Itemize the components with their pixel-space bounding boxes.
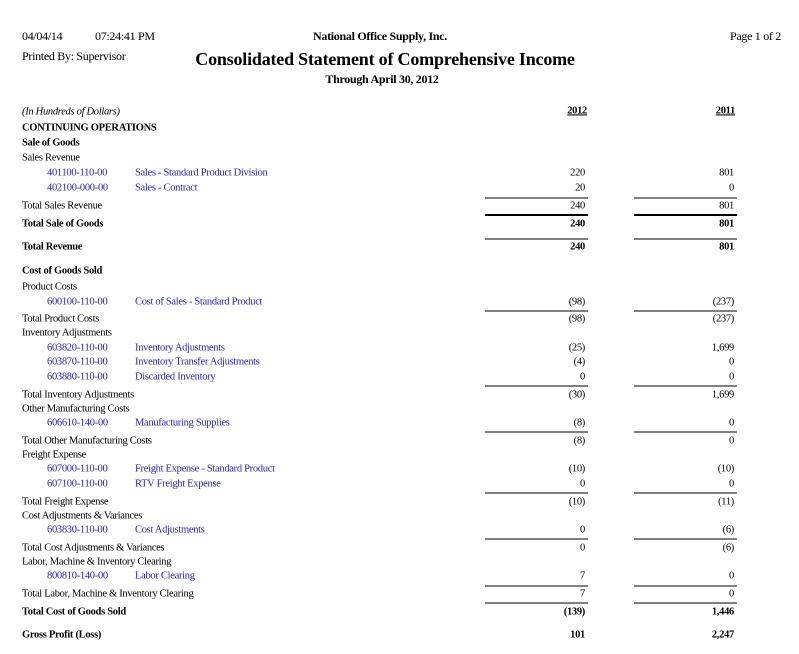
row-label: Total Sales Revenue xyxy=(22,200,103,211)
amount: 101 xyxy=(570,629,585,640)
amount: 0 xyxy=(729,417,734,428)
amount: (237) xyxy=(713,296,735,307)
amount: 0 xyxy=(580,371,585,382)
amount: 0 xyxy=(580,478,585,489)
row-label: Total Cost Adjustments & Variances xyxy=(22,542,164,553)
amount: 2,247 xyxy=(712,629,734,640)
account-number: 603870-110-00 xyxy=(47,356,108,367)
section-label: Gross Profit (Loss) xyxy=(22,629,102,640)
account-description: Inventory Adjustments xyxy=(135,342,225,353)
section-label: Total Sale of Goods xyxy=(22,218,103,229)
account-number: 603880-110-00 xyxy=(47,371,108,382)
amount: 0 xyxy=(580,524,585,535)
row-label: Product Costs xyxy=(22,281,77,292)
account-description: Freight Expense - Standard Product xyxy=(135,463,275,474)
row-label: Total Freight Expense xyxy=(22,496,109,507)
amount: 0 xyxy=(729,588,734,599)
amount: 801 xyxy=(719,241,734,252)
account-description: Sales - Contract xyxy=(135,182,198,193)
row-label: Total Labor, Machine & Inventory Clearin… xyxy=(22,588,194,599)
account-number: 606610-140-00 xyxy=(47,417,108,428)
section-label: Total Revenue xyxy=(22,241,83,252)
amount: 7 xyxy=(580,588,585,599)
amount: 0 xyxy=(729,570,734,581)
account-number: 603820-110-00 xyxy=(47,342,108,353)
printed-by: Printed By: Supervisor xyxy=(22,49,126,63)
row-label: Other Manufacturing Costs xyxy=(22,403,130,414)
print-date: 04/04/14 xyxy=(22,29,63,43)
amount: (10) xyxy=(718,463,735,474)
amount: (30) xyxy=(569,389,586,400)
amount: (4) xyxy=(574,356,586,367)
page-number: Page 1 of 2 xyxy=(730,29,781,43)
amount: 1,699 xyxy=(712,342,734,353)
amount: (6) xyxy=(723,542,735,553)
amount: 0 xyxy=(729,356,734,367)
amount: (98) xyxy=(569,296,586,307)
amount: (10) xyxy=(569,463,586,474)
account-number: 607100-110-00 xyxy=(47,478,108,489)
row-label: Freight Expense xyxy=(22,449,87,460)
amount: 1,446 xyxy=(712,606,734,617)
account-number: 603830-110-00 xyxy=(47,524,108,535)
report-title: Consolidated Statement of Comprehensive … xyxy=(195,49,575,69)
account-description: RTV Freight Expense xyxy=(135,478,221,489)
units: (In Hundreds of Dollars) xyxy=(22,106,121,117)
amount: (139) xyxy=(564,606,586,617)
amount: 1,699 xyxy=(712,389,734,400)
account-description: Discarded Inventory xyxy=(135,371,216,382)
row-label: Sales Revenue xyxy=(22,152,80,163)
amount: 0 xyxy=(729,478,734,489)
account-description: Labor Clearing xyxy=(135,570,196,581)
amount: 801 xyxy=(719,218,734,229)
account-description: Manufacturing Supplies xyxy=(135,417,230,428)
amount: 240 xyxy=(570,241,585,252)
amount: 801 xyxy=(719,200,734,211)
account-description: Cost Adjustments xyxy=(135,524,205,535)
amount: 0 xyxy=(729,182,734,193)
account-description: Cost of Sales - Standard Product xyxy=(135,296,263,307)
amount: (8) xyxy=(574,435,586,446)
account-number: 401100-110-00 xyxy=(47,167,107,178)
amount: 240 xyxy=(570,200,585,211)
row-label: Total Inventory Adjustments xyxy=(22,389,134,400)
print-time: 07:24:41 PM xyxy=(95,29,155,43)
amount: 0 xyxy=(729,435,734,446)
account-description: Inventory Transfer Adjustments xyxy=(135,356,260,367)
section-label: Total Cost of Goods Sold xyxy=(22,606,126,617)
amount: 220 xyxy=(570,167,585,178)
amount: 0 xyxy=(729,371,734,382)
amount: 801 xyxy=(719,167,734,178)
account-description: Sales - Standard Product Division xyxy=(135,167,268,178)
account-number: 607000-110-00 xyxy=(47,463,108,474)
section-label: Sale of Goods xyxy=(22,137,80,148)
account-number: 800810-140-00 xyxy=(47,570,108,581)
row-label: Total Other Manufacturing Costs xyxy=(22,435,152,446)
amount: 240 xyxy=(570,218,585,229)
account-number: 600100-110-00 xyxy=(47,296,108,307)
amount: (11) xyxy=(718,496,735,507)
row-label: Labor, Machine & Inventory Clearing xyxy=(22,556,172,567)
amount: (10) xyxy=(569,496,586,507)
account-number: 402100-000-00 xyxy=(47,182,108,193)
section-label: Cost of Goods Sold xyxy=(22,265,103,276)
report-subtitle: Through April 30, 2012 xyxy=(325,72,439,86)
row-label: Inventory Adjustments xyxy=(22,327,112,338)
column-year: 2012 xyxy=(567,105,587,116)
amount: (237) xyxy=(713,313,735,324)
amount: (25) xyxy=(569,342,586,353)
column-year: 2011 xyxy=(716,105,735,116)
amount: 7 xyxy=(580,570,585,581)
amount: 20 xyxy=(575,182,585,193)
amount: (6) xyxy=(723,524,735,535)
company: National Office Supply, Inc. xyxy=(313,29,447,43)
row-label: Total Product Costs xyxy=(22,313,99,324)
amount: 0 xyxy=(580,542,585,553)
amount: (98) xyxy=(569,313,586,324)
amount: (8) xyxy=(574,417,586,428)
row-label: Cost Adjustments & Variances xyxy=(22,510,142,521)
section-label: CONTINUING OPERATIONS xyxy=(22,122,157,133)
